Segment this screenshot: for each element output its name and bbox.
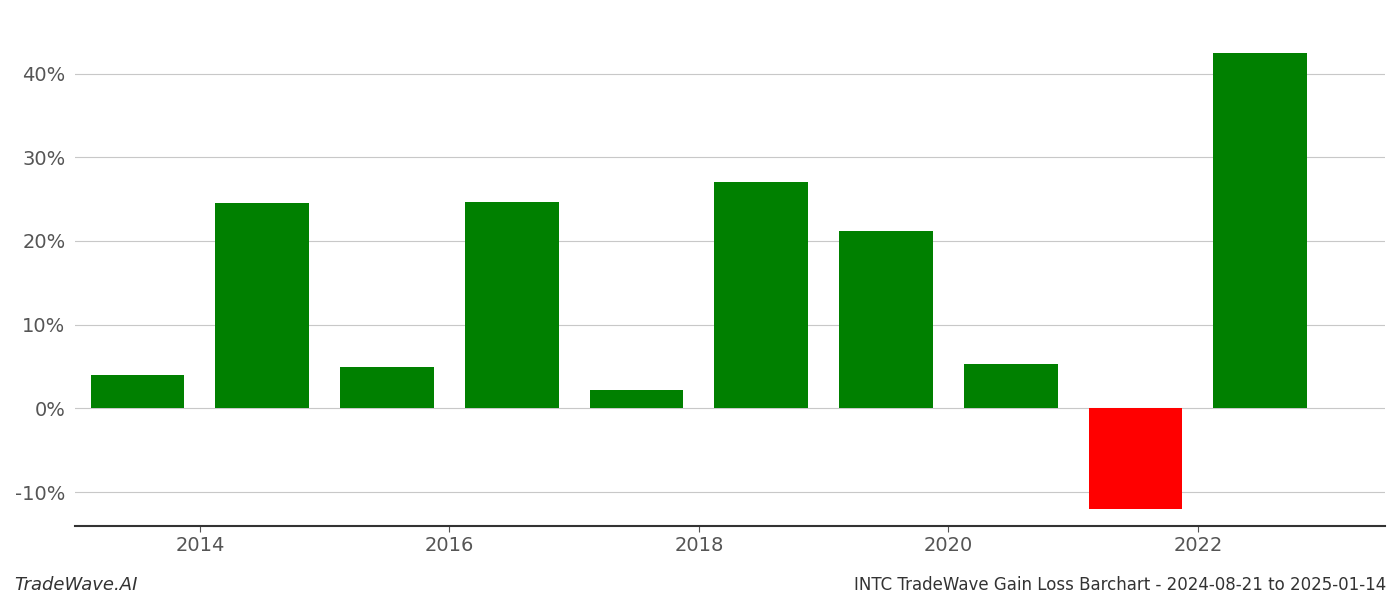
- Bar: [91, 375, 185, 409]
- Bar: [839, 231, 932, 409]
- Bar: [714, 182, 808, 409]
- Bar: [965, 364, 1057, 409]
- Bar: [589, 390, 683, 409]
- Bar: [216, 203, 309, 409]
- Bar: [1214, 53, 1308, 409]
- Text: INTC TradeWave Gain Loss Barchart - 2024-08-21 to 2025-01-14: INTC TradeWave Gain Loss Barchart - 2024…: [854, 576, 1386, 594]
- Bar: [465, 202, 559, 409]
- Text: TradeWave.AI: TradeWave.AI: [14, 576, 137, 594]
- Bar: [340, 367, 434, 409]
- Bar: [1089, 409, 1182, 509]
